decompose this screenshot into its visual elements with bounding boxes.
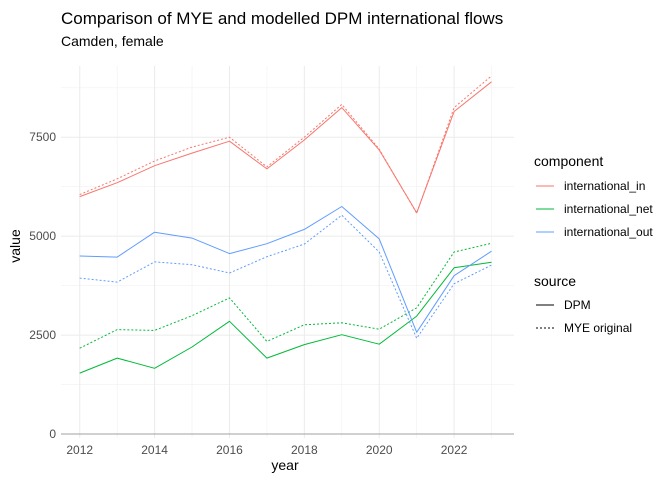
- y-tick-label: 2500: [29, 328, 56, 342]
- y-tick-label: 5000: [29, 229, 56, 243]
- x-tick-label: 2016: [216, 443, 243, 457]
- x-tick-label: 2020: [366, 443, 393, 457]
- legend-component-title: component: [534, 153, 603, 169]
- y-tick-labels: 0 2500 5000 7500: [29, 130, 56, 441]
- legend-label: DPM: [564, 298, 591, 312]
- chart-title: Comparison of MYE and modelled DPM inter…: [61, 9, 503, 28]
- series-line-international-net-mye: [79, 242, 492, 349]
- series-line-international-in-dpm: [79, 81, 492, 214]
- x-tick-label: 2012: [66, 443, 93, 457]
- legend-label: international_out: [564, 225, 653, 239]
- x-tick-label: 2022: [441, 443, 468, 457]
- x-tick-labels: 2012 2014 2016 2018 2020 2022: [66, 443, 467, 457]
- series-line-international-in-mye: [79, 75, 492, 214]
- legend-label: international_in: [564, 179, 645, 193]
- legend-label: international_net: [564, 202, 653, 216]
- y-axis-title: value: [7, 229, 23, 263]
- x-axis-title: year: [271, 457, 299, 473]
- x-tick-label: 2014: [141, 443, 168, 457]
- series-line-international-out-mye: [79, 214, 492, 339]
- legend-component: component international_in international_…: [534, 153, 653, 239]
- y-tick-label: 7500: [29, 130, 56, 144]
- chart-subtitle: Camden, female: [61, 33, 164, 49]
- legend-source: source DPM MYE original: [534, 273, 632, 335]
- y-tick-label: 0: [49, 427, 56, 441]
- legend-label: MYE original: [564, 321, 632, 335]
- plot-grid: [61, 66, 514, 438]
- series-layer: [79, 75, 492, 374]
- series-line-international-out-dpm: [79, 206, 492, 333]
- legend-source-title: source: [534, 273, 576, 289]
- series-line-international-net-dpm: [79, 261, 492, 374]
- x-tick-label: 2018: [291, 443, 318, 457]
